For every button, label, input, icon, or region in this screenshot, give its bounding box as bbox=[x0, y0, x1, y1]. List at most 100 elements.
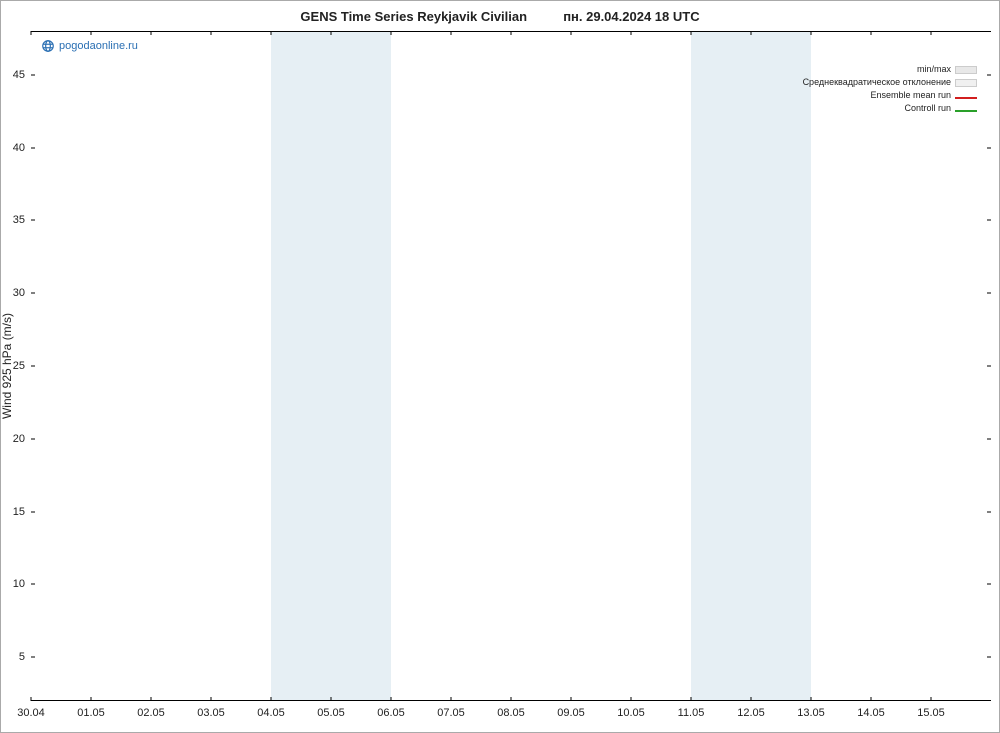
y-tick-mark bbox=[31, 366, 35, 367]
x-tick-mark bbox=[571, 697, 572, 701]
x-tick-label: 08.05 bbox=[497, 701, 525, 719]
x-tick-mark bbox=[931, 697, 932, 701]
x-tick-label: 05.05 bbox=[317, 701, 345, 719]
x-tick-mark-top bbox=[271, 31, 272, 35]
plot-area: min/maxСреднеквадратическое отклонениеEn… bbox=[31, 31, 991, 701]
x-tick-label: 03.05 bbox=[197, 701, 225, 719]
plot-border bbox=[31, 31, 991, 701]
legend-swatch bbox=[955, 110, 977, 112]
x-tick-label: 13.05 bbox=[797, 701, 825, 719]
x-tick-mark bbox=[31, 697, 32, 701]
x-tick-label: 09.05 bbox=[557, 701, 585, 719]
x-tick-mark-top bbox=[91, 31, 92, 35]
x-tick-label: 10.05 bbox=[617, 701, 645, 719]
x-tick-mark-top bbox=[451, 31, 452, 35]
y-tick-label: 35 bbox=[13, 214, 31, 226]
legend-label: Ensemble mean run bbox=[870, 89, 951, 102]
y-tick-mark-right bbox=[987, 366, 991, 367]
title-right: пн. 29.04.2024 18 UTC bbox=[563, 9, 699, 24]
y-tick-label: 20 bbox=[13, 433, 31, 445]
y-tick-mark-right bbox=[987, 147, 991, 148]
x-tick-mark-top bbox=[151, 31, 152, 35]
y-tick-mark bbox=[31, 438, 35, 439]
y-tick-mark bbox=[31, 293, 35, 294]
x-tick-label: 12.05 bbox=[737, 701, 765, 719]
x-tick-mark bbox=[751, 697, 752, 701]
legend: min/maxСреднеквадратическое отклонениеEn… bbox=[799, 61, 981, 117]
x-tick-mark bbox=[511, 697, 512, 701]
watermark: pogodaonline.ru bbox=[41, 39, 138, 53]
x-tick-label: 07.05 bbox=[437, 701, 465, 719]
x-tick-mark-top bbox=[211, 31, 212, 35]
shaded-band bbox=[271, 31, 391, 701]
x-tick-label: 01.05 bbox=[77, 701, 105, 719]
chart-container: GENS Time Series Reykjavik Civilian пн. … bbox=[0, 0, 1000, 733]
x-tick-mark-top bbox=[751, 31, 752, 35]
y-tick-mark bbox=[31, 657, 35, 658]
x-tick-mark-top bbox=[631, 31, 632, 35]
y-tick-label: 15 bbox=[13, 506, 31, 518]
legend-swatch bbox=[955, 66, 977, 74]
x-tick-mark bbox=[391, 697, 392, 701]
y-tick-label: 30 bbox=[13, 287, 31, 299]
x-tick-mark-top bbox=[511, 31, 512, 35]
y-tick-mark-right bbox=[987, 438, 991, 439]
title-left: GENS Time Series Reykjavik Civilian bbox=[300, 9, 527, 24]
chart-title: GENS Time Series Reykjavik Civilian пн. … bbox=[1, 9, 999, 24]
y-tick-label: 5 bbox=[19, 651, 31, 663]
x-tick-label: 14.05 bbox=[857, 701, 885, 719]
x-tick-mark-top bbox=[391, 31, 392, 35]
legend-label: min/max bbox=[917, 63, 951, 76]
x-tick-mark bbox=[631, 697, 632, 701]
x-tick-mark bbox=[811, 697, 812, 701]
x-tick-mark-top bbox=[571, 31, 572, 35]
x-tick-mark bbox=[871, 697, 872, 701]
y-tick-mark-right bbox=[987, 657, 991, 658]
legend-item: min/max bbox=[803, 63, 977, 76]
x-tick-label: 11.05 bbox=[678, 701, 705, 719]
watermark-text: pogodaonline.ru bbox=[59, 40, 138, 52]
x-tick-mark-top bbox=[871, 31, 872, 35]
legend-swatch bbox=[955, 97, 977, 99]
x-tick-label: 15.05 bbox=[917, 701, 945, 719]
x-tick-label: 06.05 bbox=[377, 701, 405, 719]
x-tick-label: 30.04 bbox=[17, 701, 45, 719]
x-tick-mark bbox=[691, 697, 692, 701]
y-axis-label: Wind 925 hPa (m/s) bbox=[0, 313, 14, 419]
y-tick-label: 40 bbox=[13, 142, 31, 154]
x-tick-label: 04.05 bbox=[257, 701, 285, 719]
y-tick-mark bbox=[31, 584, 35, 585]
x-tick-mark bbox=[91, 697, 92, 701]
legend-item: Ensemble mean run bbox=[803, 89, 977, 102]
x-tick-mark bbox=[211, 697, 212, 701]
legend-swatch bbox=[955, 79, 977, 87]
legend-label: Среднеквадратическое отклонение bbox=[803, 76, 951, 89]
legend-item: Среднеквадратическое отклонение bbox=[803, 76, 977, 89]
y-tick-mark bbox=[31, 511, 35, 512]
x-tick-mark-top bbox=[691, 31, 692, 35]
x-tick-mark-top bbox=[811, 31, 812, 35]
y-tick-mark-right bbox=[987, 293, 991, 294]
x-tick-mark bbox=[271, 697, 272, 701]
y-tick-mark-right bbox=[987, 511, 991, 512]
y-tick-mark bbox=[31, 220, 35, 221]
x-tick-mark bbox=[451, 697, 452, 701]
x-tick-label: 02.05 bbox=[137, 701, 165, 719]
legend-label: Controll run bbox=[904, 102, 951, 115]
x-tick-mark bbox=[151, 697, 152, 701]
x-tick-mark-top bbox=[931, 31, 932, 35]
x-tick-mark-top bbox=[331, 31, 332, 35]
y-tick-label: 45 bbox=[13, 69, 31, 81]
x-tick-mark-top bbox=[31, 31, 32, 35]
y-tick-mark bbox=[31, 74, 35, 75]
x-tick-mark bbox=[331, 697, 332, 701]
y-tick-mark bbox=[31, 147, 35, 148]
legend-item: Controll run bbox=[803, 102, 977, 115]
y-tick-mark-right bbox=[987, 584, 991, 585]
y-tick-label: 25 bbox=[13, 360, 31, 372]
y-tick-label: 10 bbox=[13, 578, 31, 590]
y-tick-mark-right bbox=[987, 74, 991, 75]
globe-icon bbox=[41, 39, 55, 53]
y-tick-mark-right bbox=[987, 220, 991, 221]
shaded-band bbox=[691, 31, 811, 701]
